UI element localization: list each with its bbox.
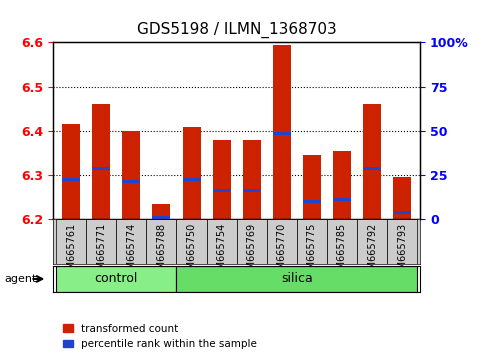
Bar	[86, 219, 116, 264]
Text: agent: agent	[5, 274, 37, 284]
Text: GSM665761: GSM665761	[66, 223, 76, 282]
Bar	[333, 151, 351, 219]
Bar	[327, 219, 357, 264]
Title: GDS5198 / ILMN_1368703: GDS5198 / ILMN_1368703	[137, 22, 337, 38]
Text: GSM665785: GSM665785	[337, 223, 347, 282]
Text: GSM665770: GSM665770	[277, 223, 287, 282]
Bar	[297, 219, 327, 264]
Text: GSM665769: GSM665769	[247, 223, 256, 282]
Text: GSM665750: GSM665750	[186, 223, 197, 282]
Bar	[273, 45, 291, 219]
Bar	[92, 104, 110, 219]
Bar	[363, 167, 381, 170]
Bar	[333, 198, 351, 201]
Bar	[267, 219, 297, 264]
Bar	[183, 126, 200, 219]
Bar	[122, 180, 141, 183]
Text: GSM665788: GSM665788	[156, 223, 167, 282]
Bar	[176, 266, 417, 292]
Bar	[207, 219, 237, 264]
Bar	[62, 178, 80, 181]
Text: control: control	[95, 272, 138, 285]
Bar	[242, 140, 261, 219]
Bar	[183, 178, 200, 181]
Bar	[393, 177, 411, 219]
Bar	[213, 140, 231, 219]
Text: GSM665771: GSM665771	[96, 223, 106, 282]
Bar	[153, 216, 170, 219]
Bar	[303, 155, 321, 219]
Text: GSM665793: GSM665793	[397, 223, 407, 282]
Bar	[176, 219, 207, 264]
Bar	[242, 189, 261, 192]
Bar	[56, 266, 176, 292]
Legend: transformed count, percentile rank within the sample: transformed count, percentile rank withi…	[58, 320, 261, 353]
Bar	[56, 219, 86, 264]
Text: silica: silica	[281, 272, 313, 285]
Bar	[62, 124, 80, 219]
Bar	[387, 219, 417, 264]
Bar	[122, 131, 141, 219]
Text: GSM665754: GSM665754	[217, 223, 227, 282]
Bar	[363, 104, 381, 219]
Text: GSM665792: GSM665792	[367, 223, 377, 282]
Bar	[273, 132, 291, 135]
Bar	[116, 219, 146, 264]
Text: GSM665775: GSM665775	[307, 223, 317, 282]
Bar	[393, 211, 411, 215]
Bar	[357, 219, 387, 264]
Bar	[303, 200, 321, 203]
Bar	[92, 167, 110, 170]
Bar	[213, 189, 231, 192]
Bar	[146, 219, 176, 264]
Bar	[237, 219, 267, 264]
Text: GSM665774: GSM665774	[127, 223, 136, 282]
Bar	[153, 204, 170, 219]
